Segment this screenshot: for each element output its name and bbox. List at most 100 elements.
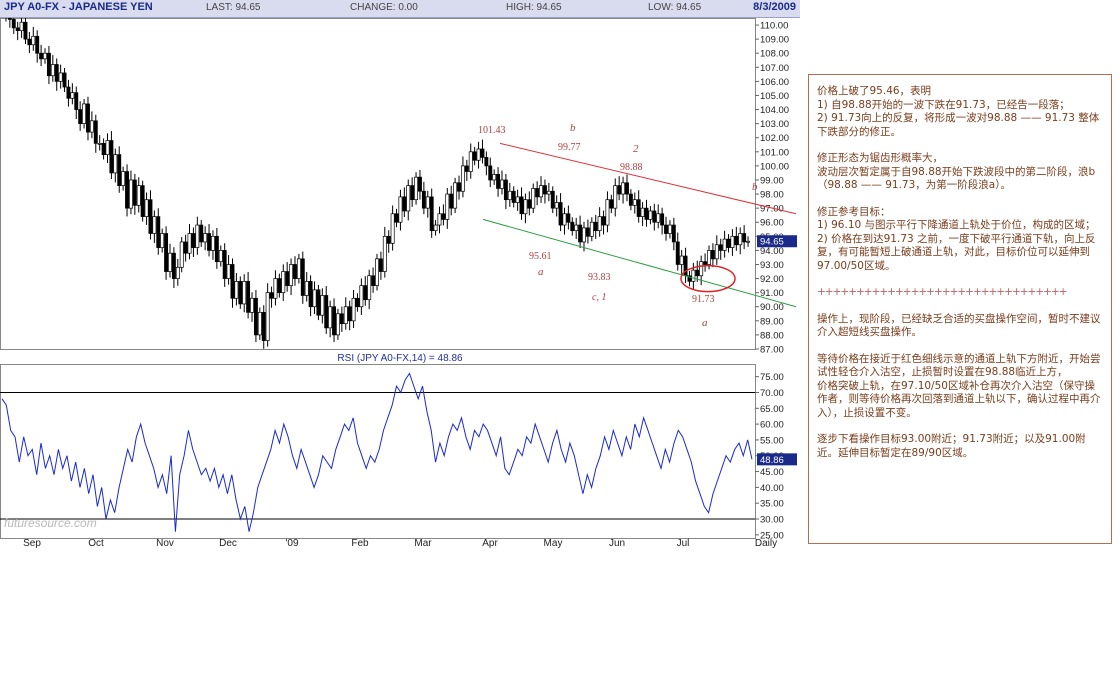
candle-body bbox=[464, 165, 469, 172]
price-axis-tick-label: 98.00 bbox=[760, 190, 784, 201]
candle-body bbox=[140, 185, 145, 217]
candle-body bbox=[78, 109, 83, 124]
candle-body bbox=[667, 224, 672, 234]
candle-body bbox=[441, 213, 446, 220]
candle-body bbox=[343, 306, 348, 324]
wave-label: 91.73 bbox=[692, 294, 715, 305]
candle-body bbox=[203, 233, 208, 243]
candle-body bbox=[132, 179, 137, 206]
candle-body bbox=[62, 72, 67, 88]
price-axis-tick-label: 99.00 bbox=[760, 175, 784, 186]
candle-body bbox=[222, 250, 227, 279]
candle-body bbox=[296, 258, 301, 279]
candle-body bbox=[648, 210, 653, 220]
symbol-title: JPY A0-FX - JAPANESE YEN bbox=[4, 1, 153, 13]
price-axis-tick-label: 93.00 bbox=[760, 260, 784, 271]
candle-body bbox=[742, 233, 747, 243]
candle-body bbox=[644, 207, 649, 220]
time-axis-label: Dec bbox=[219, 538, 237, 549]
price-axis-tick-label: 97.00 bbox=[760, 204, 784, 215]
candle-body bbox=[585, 227, 590, 237]
candle-body bbox=[54, 64, 59, 82]
candle-body bbox=[726, 238, 731, 248]
candle-body bbox=[609, 199, 614, 209]
rsi-axis-tick-label: 45.00 bbox=[760, 467, 784, 478]
candle-body bbox=[625, 182, 629, 195]
quote-date: 8/3/2009 bbox=[753, 1, 796, 13]
candle-body bbox=[675, 241, 680, 265]
candle-body bbox=[640, 207, 645, 217]
candle-body bbox=[320, 295, 325, 316]
candle-body bbox=[332, 306, 336, 336]
candle-body bbox=[195, 224, 200, 248]
candle-body bbox=[328, 306, 333, 329]
note-line: 等待价格在接近于红色细线示意的通道上轨下方附近，开始尝试性轻仓介入沽空，止损暂时… bbox=[817, 352, 1101, 379]
notes-paragraph-3: 修正参考目标： 1) 96.10 与图示平行下降通道上轨处于价位，构成的区域； … bbox=[817, 206, 1105, 274]
note-line: 价格上破了95.46，表明 bbox=[817, 85, 932, 97]
candle-body bbox=[421, 190, 426, 209]
candle-body bbox=[429, 196, 434, 232]
candle-body bbox=[722, 238, 727, 251]
candle-body bbox=[390, 213, 395, 244]
candle-body bbox=[125, 171, 129, 209]
price-axis-tick-label: 106.00 bbox=[760, 77, 789, 88]
time-axis-label: Oct bbox=[88, 538, 104, 549]
note-line: 2) 91.73向上的反复，将形成一波对98.88 —— 91.73 整体下跌部… bbox=[817, 112, 1100, 138]
candle-body bbox=[589, 221, 594, 237]
candle-body bbox=[554, 202, 559, 209]
candle-body bbox=[578, 224, 583, 243]
price-axis-tick-label: 108.00 bbox=[760, 49, 789, 60]
wave-label: a bbox=[538, 266, 544, 278]
wave-label: 101.43 bbox=[478, 125, 506, 136]
candle-body bbox=[105, 140, 110, 155]
candle-body bbox=[406, 185, 411, 212]
candle-body bbox=[632, 199, 637, 206]
candle-body bbox=[23, 21, 28, 40]
candle-body bbox=[523, 199, 528, 215]
price-axis-tick-label: 101.00 bbox=[760, 147, 789, 158]
candle-body bbox=[710, 250, 715, 260]
time-axis-label: May bbox=[544, 538, 563, 549]
candle-body bbox=[97, 143, 102, 145]
candle-body bbox=[285, 271, 290, 286]
candle-body bbox=[324, 295, 329, 329]
time-axis-label: Sep bbox=[23, 538, 41, 549]
low-value: LOW: 94.65 bbox=[648, 2, 702, 13]
candle-body bbox=[171, 252, 176, 279]
candle-body bbox=[496, 173, 501, 189]
candle-body bbox=[707, 250, 711, 265]
candle-body bbox=[582, 227, 586, 243]
price-axis-tick-label: 103.00 bbox=[760, 119, 789, 130]
candle-body bbox=[11, 19, 16, 29]
candle-body bbox=[480, 148, 485, 158]
candle-body bbox=[664, 224, 668, 234]
candle-body bbox=[242, 281, 247, 305]
candle-body bbox=[113, 154, 118, 174]
candle-body bbox=[503, 179, 508, 201]
price-axis-tick-label: 102.00 bbox=[760, 133, 789, 144]
notes-paragraph-5: 等待价格在接近于红色细线示意的通道上轨下方附近，开始尝试性轻仓介入沽空，止损暂时… bbox=[817, 353, 1105, 421]
lower-channel-line bbox=[482, 218, 797, 308]
candle-body bbox=[148, 199, 153, 234]
note-line: 1) 自98.88开始的一波下跌在91.73，已经告一段落； bbox=[817, 98, 1070, 111]
candle-body bbox=[375, 258, 379, 286]
candle-body bbox=[703, 261, 708, 265]
notes-paragraph-2: 修正形态为锯齿形概率大， 波动层次暂定属于自98.88开始下跌波段中的第二阶段，… bbox=[817, 152, 1105, 193]
upper-channel-line bbox=[499, 142, 797, 215]
candle-body bbox=[117, 154, 122, 186]
candle-body bbox=[152, 216, 157, 234]
candle-body bbox=[714, 244, 719, 260]
candle-body bbox=[621, 182, 626, 195]
candle-body bbox=[519, 196, 524, 215]
wave-label: a bbox=[702, 317, 708, 329]
last-price-marker-label: 94.65 bbox=[760, 237, 784, 248]
candle-body bbox=[539, 185, 543, 198]
candle-body bbox=[371, 275, 376, 286]
candle-body bbox=[355, 297, 360, 308]
candle-body bbox=[187, 233, 192, 254]
price-axis-tick-label: 88.00 bbox=[760, 330, 784, 341]
candle-body bbox=[109, 140, 114, 174]
candle-body bbox=[27, 38, 32, 46]
time-axis-label: Mar bbox=[414, 538, 432, 549]
wave-label: c, 1 bbox=[592, 292, 606, 303]
